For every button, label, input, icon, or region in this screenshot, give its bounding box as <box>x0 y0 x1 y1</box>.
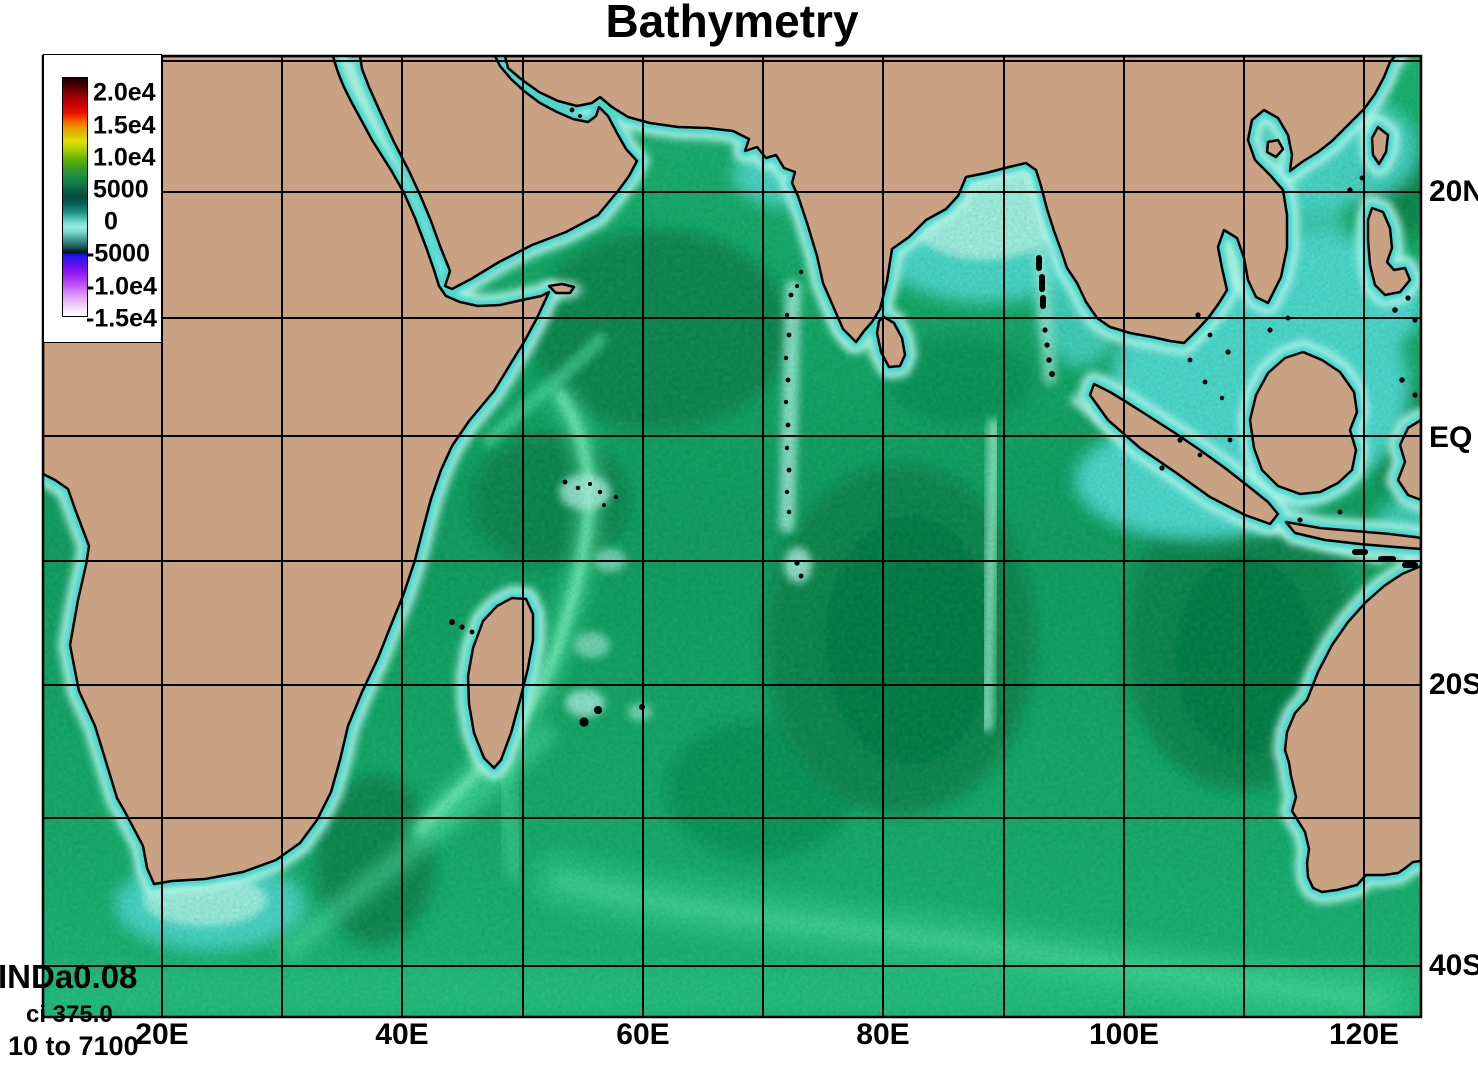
small-islands <box>449 107 1418 727</box>
figure-title: Bathymetry <box>605 0 859 47</box>
x-axis-tick-100e: 100E <box>1088 1018 1160 1051</box>
colorbar-label: 5000 <box>93 175 149 204</box>
value-range-label: 10 to 7100 <box>8 1031 139 1061</box>
x-axis-tick-120e: 120E <box>1328 1018 1400 1051</box>
colorbar-label: 2.0e4 <box>93 78 156 107</box>
colorbar-label: 1.0e4 <box>93 143 156 172</box>
x-axis-tick-20e: 20E <box>135 1018 189 1051</box>
y-axis-tick-20s: 20S <box>1429 668 1478 701</box>
x-axis-tick-40e: 40E <box>375 1018 429 1051</box>
colorbar-legend: 2.0e4 1.5e4 1.0e4 5000 0 -5000 -1.0e4 -1… <box>43 54 162 343</box>
colorbar-label: -1.5e4 <box>86 304 157 333</box>
graticule <box>43 56 1421 1017</box>
x-axis-tick-60e: 60E <box>616 1018 670 1051</box>
contour-interval-label: ci 375.0 <box>26 1001 113 1028</box>
colorbar-gradient <box>62 77 88 317</box>
x-axis-tick-80e: 80E <box>856 1018 910 1051</box>
y-axis-tick-40s: 40S <box>1429 949 1478 982</box>
y-axis-tick-20n: 20N <box>1429 175 1478 208</box>
map-frame <box>41 54 1423 1019</box>
y-axis-tick-eq: EQ <box>1429 421 1473 454</box>
colorbar-label: 0 <box>104 207 118 236</box>
colorbar-label: -1.0e4 <box>86 272 157 301</box>
colorbar-label: -5000 <box>86 239 150 268</box>
map-interior <box>43 56 1421 1017</box>
model-run-label: INDa0.08 <box>0 958 138 995</box>
colorbar-label: 1.5e4 <box>93 111 156 140</box>
